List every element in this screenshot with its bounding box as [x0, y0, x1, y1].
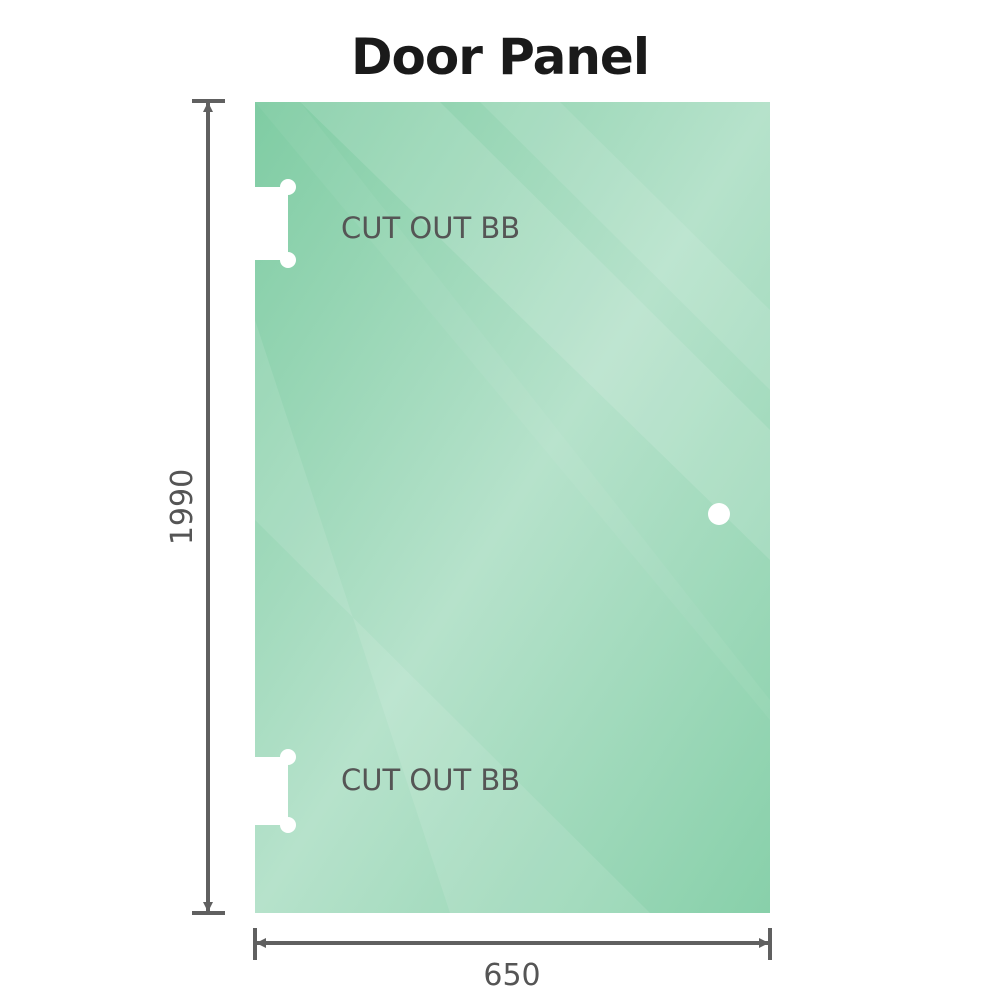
- diagram-title: Door Panel: [351, 28, 650, 86]
- handle-hole: [708, 503, 730, 525]
- height-dimension: [192, 99, 225, 915]
- cutout-top: [250, 179, 296, 268]
- cutout-label-top: CUT OUT BB: [341, 211, 520, 245]
- cutout-bottom: [250, 749, 296, 833]
- height-label: 1990: [165, 469, 200, 545]
- cutout-label-bottom: CUT OUT BB: [341, 763, 520, 797]
- width-dimension: [253, 928, 772, 960]
- width-label: 650: [483, 958, 540, 993]
- glass-panel: [255, 102, 770, 913]
